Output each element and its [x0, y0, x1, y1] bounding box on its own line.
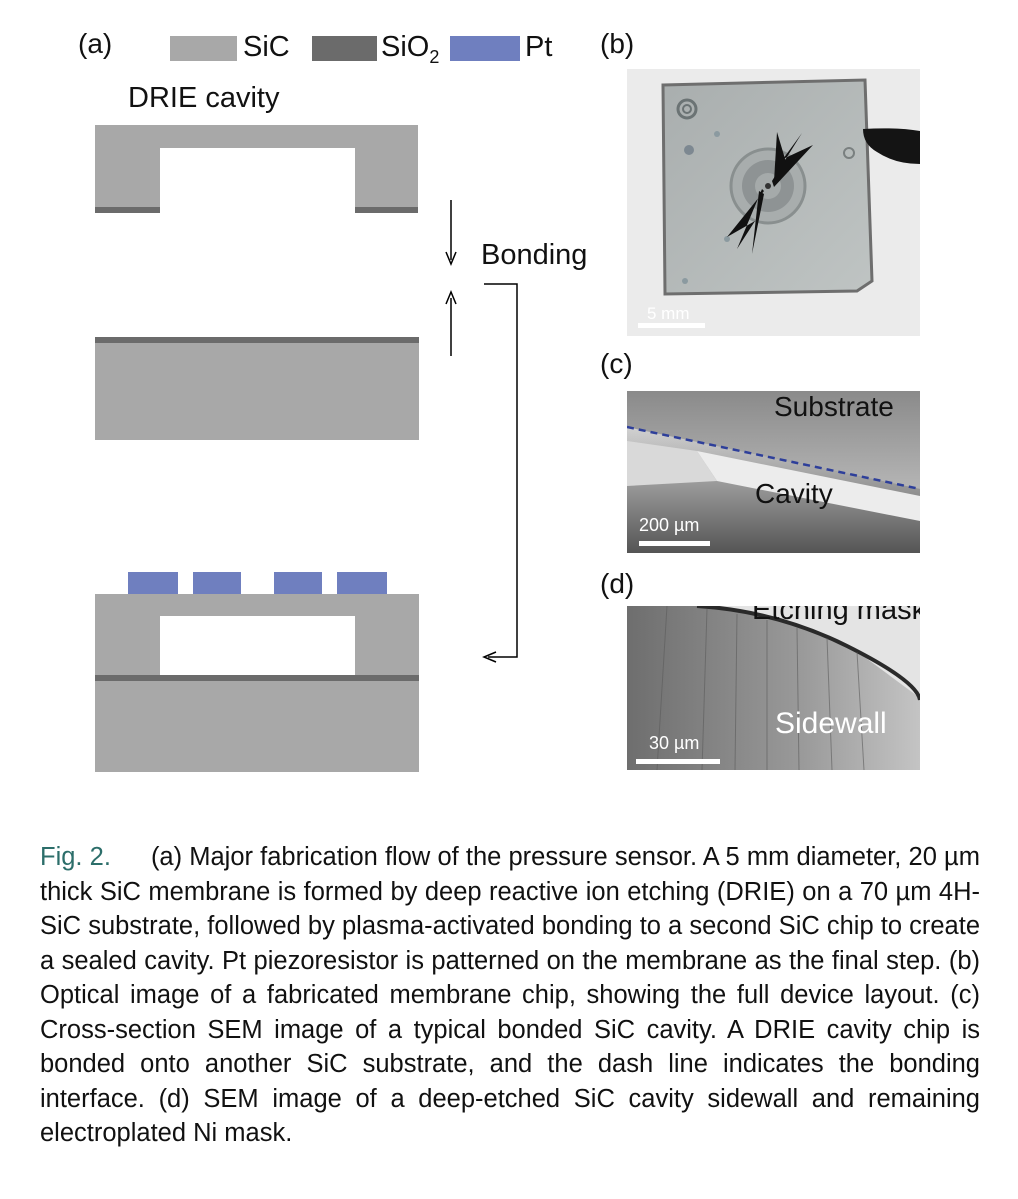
pt-pad-4 [337, 572, 387, 594]
etching-mask-label: Etching mask [752, 606, 920, 626]
drie-cavity-label: DRIE cavity [128, 82, 280, 114]
legend-swatch-sic [170, 36, 237, 61]
legend-label-sio2: SiO2 [381, 31, 440, 67]
scale-bar-c [639, 541, 710, 546]
bonding-label: Bonding [481, 239, 588, 271]
process-arrowhead [482, 651, 497, 663]
substrate-chip [95, 337, 419, 440]
legend-label-pt: Pt [525, 31, 553, 63]
legend-swatch-pt [450, 36, 520, 61]
pt-pad-2 [193, 572, 241, 594]
process-bracket [484, 283, 518, 658]
sem-cavity-photo: Substrate Cavity 200 µm [627, 391, 920, 553]
bonded-device [95, 572, 419, 772]
fabrication-flow-diagram [95, 125, 518, 772]
bonding-arrows [445, 200, 457, 356]
pt-pad-3 [274, 572, 322, 594]
pt-pad-1 [128, 572, 178, 594]
oxide-layer-left [95, 207, 160, 213]
legend-label-sic: SiC [243, 31, 290, 63]
scale-bar-b [638, 323, 705, 328]
panel-label-a: (a) [78, 28, 113, 59]
panel-label-b: (b) [600, 28, 635, 59]
caption-text: (a) Major fabrication flow of the pressu… [40, 843, 980, 1147]
scale-label-d: 30 µm [649, 733, 700, 753]
panel-label-c: (c) [600, 348, 633, 379]
panel-label-d: (d) [600, 568, 635, 599]
sem-sidewall-photo: Etching mask Sidewall 30 µm [627, 606, 920, 770]
figure-caption: Fig. 2. (a) Major fabrication flow of the… [40, 840, 980, 1151]
cavity-label: Cavity [755, 478, 833, 509]
legend-swatch-sio2 [312, 36, 377, 61]
scale-label-c: 200 µm [639, 515, 700, 535]
scale-label-b: 5 mm [647, 304, 690, 323]
sidewall-label: Sidewall [775, 707, 887, 740]
optical-chip-photo: 5 mm [627, 69, 920, 336]
scale-bar-d [636, 759, 720, 764]
substrate-label: Substrate [774, 391, 894, 422]
oxide-layer-right [355, 207, 418, 213]
figure-label: Fig. 2. [40, 843, 111, 871]
cavity-chip [95, 125, 418, 213]
